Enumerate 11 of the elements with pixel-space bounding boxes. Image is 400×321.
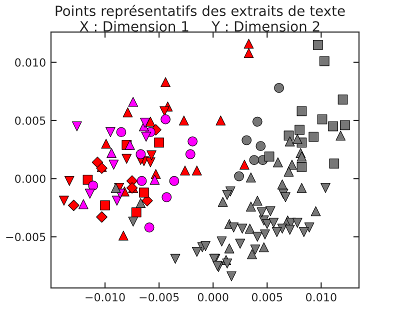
x-tick-label: −0.005 (140, 292, 179, 302)
y-tick-label: 0.005 (15, 116, 46, 125)
y-tick-label: 0.010 (15, 58, 46, 67)
x-tick-label: 0.005 (252, 292, 282, 302)
x-tick-label: 0.000 (198, 292, 228, 302)
x-tick-label: −0.010 (86, 292, 125, 302)
y-tick-label: −0.005 (6, 232, 46, 242)
chart-title: Points représentatifs des extraits de texte (56, 4, 345, 19)
y-tick-label: 0.000 (15, 174, 46, 184)
x-tick-label: 0.010 (306, 292, 336, 302)
chart-subtitle: X : Dimension 1 Y : Dimension 2 (80, 20, 320, 32)
